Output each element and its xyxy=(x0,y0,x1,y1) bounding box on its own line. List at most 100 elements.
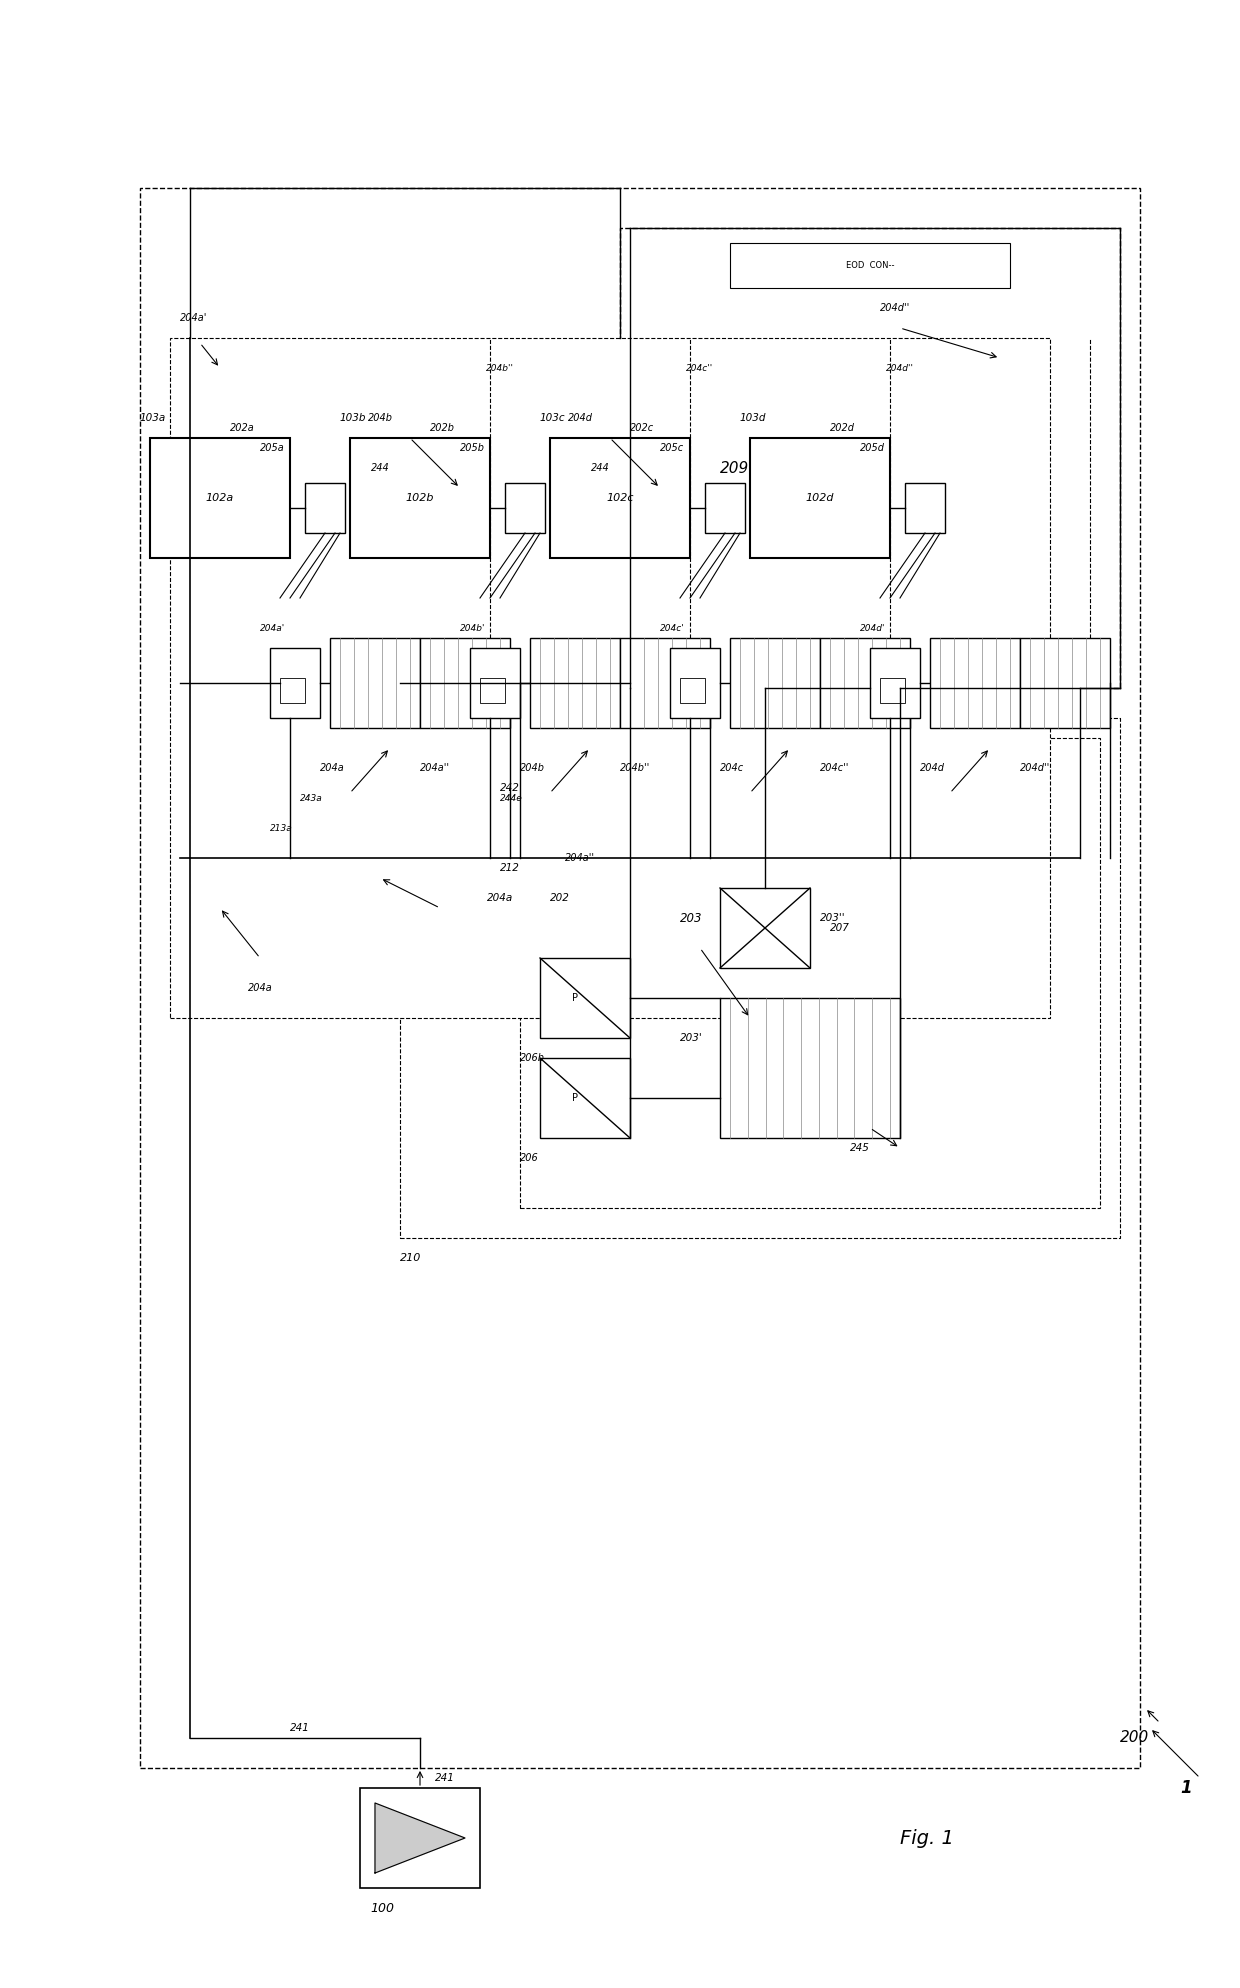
Bar xyxy=(420,638,510,728)
Text: 103d: 103d xyxy=(740,414,766,423)
Bar xyxy=(750,437,890,559)
Bar xyxy=(539,958,630,1038)
Bar xyxy=(539,1058,630,1137)
Text: EOD  CON--: EOD CON-- xyxy=(846,260,894,270)
Bar xyxy=(620,229,1120,688)
Text: 202d: 202d xyxy=(830,423,856,433)
Bar xyxy=(480,678,505,704)
Bar xyxy=(305,483,345,533)
Text: 204a: 204a xyxy=(487,893,513,903)
Text: 204c'': 204c'' xyxy=(820,763,849,773)
Text: P: P xyxy=(572,992,578,1004)
Text: 204c'': 204c'' xyxy=(687,364,714,372)
Text: 203'': 203'' xyxy=(820,912,846,922)
Text: 210: 210 xyxy=(401,1252,422,1262)
Text: 204d'': 204d'' xyxy=(880,302,910,312)
Text: 204b: 204b xyxy=(367,414,393,423)
Bar xyxy=(270,648,320,718)
Text: 204a: 204a xyxy=(248,982,273,992)
Text: P: P xyxy=(572,1093,578,1103)
Text: 204a'': 204a'' xyxy=(565,853,595,863)
Polygon shape xyxy=(374,1803,465,1873)
Bar xyxy=(360,1787,480,1889)
Bar xyxy=(520,738,1100,1209)
Bar xyxy=(730,638,820,728)
Bar xyxy=(280,678,305,704)
Bar xyxy=(930,638,1021,728)
Text: 103c: 103c xyxy=(539,414,565,423)
Bar xyxy=(670,648,720,718)
Text: 204b: 204b xyxy=(520,763,546,773)
Bar xyxy=(1021,638,1110,728)
Text: 244: 244 xyxy=(371,463,389,473)
Text: 102b: 102b xyxy=(405,493,434,503)
Text: 206b: 206b xyxy=(520,1054,546,1064)
Bar xyxy=(401,718,1120,1239)
Bar xyxy=(680,678,706,704)
Bar xyxy=(170,338,1050,1018)
Text: 204d: 204d xyxy=(920,763,945,773)
Text: 202b: 202b xyxy=(430,423,455,433)
Bar xyxy=(905,483,945,533)
Text: 245: 245 xyxy=(849,1143,870,1153)
Bar xyxy=(551,437,689,559)
Text: 204b': 204b' xyxy=(460,624,486,632)
Text: 204d'': 204d'' xyxy=(1021,763,1050,773)
Text: 204d: 204d xyxy=(568,414,593,423)
Text: 203': 203' xyxy=(680,1034,703,1044)
Bar xyxy=(350,437,490,559)
Text: 241: 241 xyxy=(435,1773,455,1783)
Bar xyxy=(880,678,905,704)
Text: Fig. 1: Fig. 1 xyxy=(900,1829,954,1847)
Bar xyxy=(505,483,546,533)
Bar xyxy=(820,638,910,728)
Text: 204a': 204a' xyxy=(180,312,207,322)
Text: 102d: 102d xyxy=(806,493,835,503)
Text: 204a'': 204a'' xyxy=(420,763,450,773)
Bar xyxy=(150,437,290,559)
Text: 243a: 243a xyxy=(300,793,322,803)
Text: 204c: 204c xyxy=(720,763,744,773)
Text: 202: 202 xyxy=(551,893,570,903)
Text: 103b: 103b xyxy=(340,414,367,423)
Text: 244: 244 xyxy=(590,463,609,473)
Bar xyxy=(529,638,620,728)
Text: 204d'': 204d'' xyxy=(887,364,914,372)
Text: 204c': 204c' xyxy=(660,624,684,632)
Text: 204d': 204d' xyxy=(861,624,885,632)
Text: 241: 241 xyxy=(290,1724,310,1734)
Text: 204b'': 204b'' xyxy=(486,364,515,372)
Text: 102a: 102a xyxy=(206,493,234,503)
Text: 213a: 213a xyxy=(270,823,293,833)
Bar xyxy=(706,483,745,533)
Bar xyxy=(720,998,900,1137)
Text: 102c: 102c xyxy=(606,493,634,503)
Text: 204b'': 204b'' xyxy=(620,763,650,773)
Text: 205b: 205b xyxy=(460,443,485,453)
Bar xyxy=(720,889,810,968)
Text: 242: 242 xyxy=(500,783,520,793)
Text: 202a: 202a xyxy=(229,423,254,433)
Text: 205d: 205d xyxy=(861,443,885,453)
Text: 100: 100 xyxy=(370,1901,394,1914)
Text: 209: 209 xyxy=(720,461,749,475)
Text: 202c: 202c xyxy=(630,423,655,433)
Text: 204a': 204a' xyxy=(260,624,285,632)
Text: 212: 212 xyxy=(500,863,520,873)
Bar xyxy=(870,648,920,718)
Bar xyxy=(470,648,520,718)
Text: 1: 1 xyxy=(1180,1779,1192,1797)
Bar xyxy=(730,243,1011,288)
Text: 205a: 205a xyxy=(260,443,285,453)
Text: 204a: 204a xyxy=(320,763,345,773)
Text: 203: 203 xyxy=(680,912,703,924)
Text: 103a: 103a xyxy=(140,414,166,423)
Bar xyxy=(140,189,1140,1767)
Bar xyxy=(620,638,711,728)
Text: 200: 200 xyxy=(1120,1730,1149,1745)
Text: 206: 206 xyxy=(520,1153,538,1163)
Text: 244e: 244e xyxy=(500,793,523,803)
Text: 205c: 205c xyxy=(660,443,684,453)
Bar xyxy=(330,638,420,728)
Text: 207: 207 xyxy=(830,922,849,932)
